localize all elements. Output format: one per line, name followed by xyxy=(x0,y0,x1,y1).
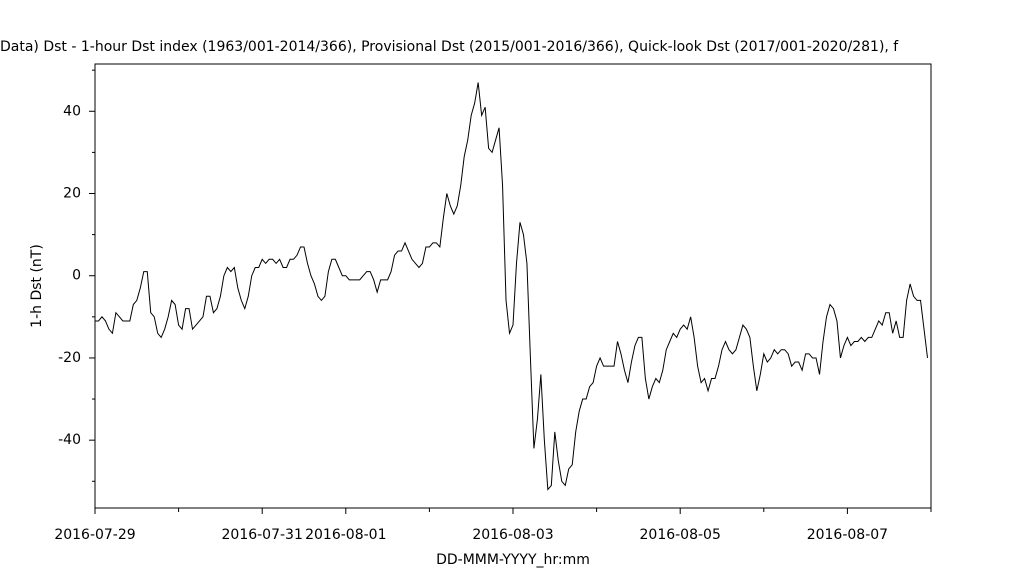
y-tick-label: -40 xyxy=(58,432,81,448)
x-tick-label: 2016-08-01 xyxy=(305,527,386,543)
plot-frame xyxy=(94,63,932,509)
chart-title: Data) Dst - 1-hour Dst index (1963/001-2… xyxy=(0,39,899,55)
y-tick-label: 40 xyxy=(63,103,81,119)
x-tick-label: 2016-08-03 xyxy=(472,527,553,543)
x-tick-label: 2016-07-29 xyxy=(54,527,135,543)
x-tick-label: 2016-08-07 xyxy=(807,527,888,543)
y-tick-label: 20 xyxy=(63,186,81,202)
y-tick-label: 0 xyxy=(72,268,81,284)
y-axis-label: 1-h Dst (nT) xyxy=(29,244,45,328)
x-tick-label: 2016-07-31 xyxy=(222,527,303,543)
x-tick-label: 2016-08-05 xyxy=(640,527,721,543)
x-axis-label: DD-MMM-YYYY_hr:mm xyxy=(436,552,590,568)
data-line xyxy=(95,82,929,491)
y-tick-label: -20 xyxy=(58,350,81,366)
